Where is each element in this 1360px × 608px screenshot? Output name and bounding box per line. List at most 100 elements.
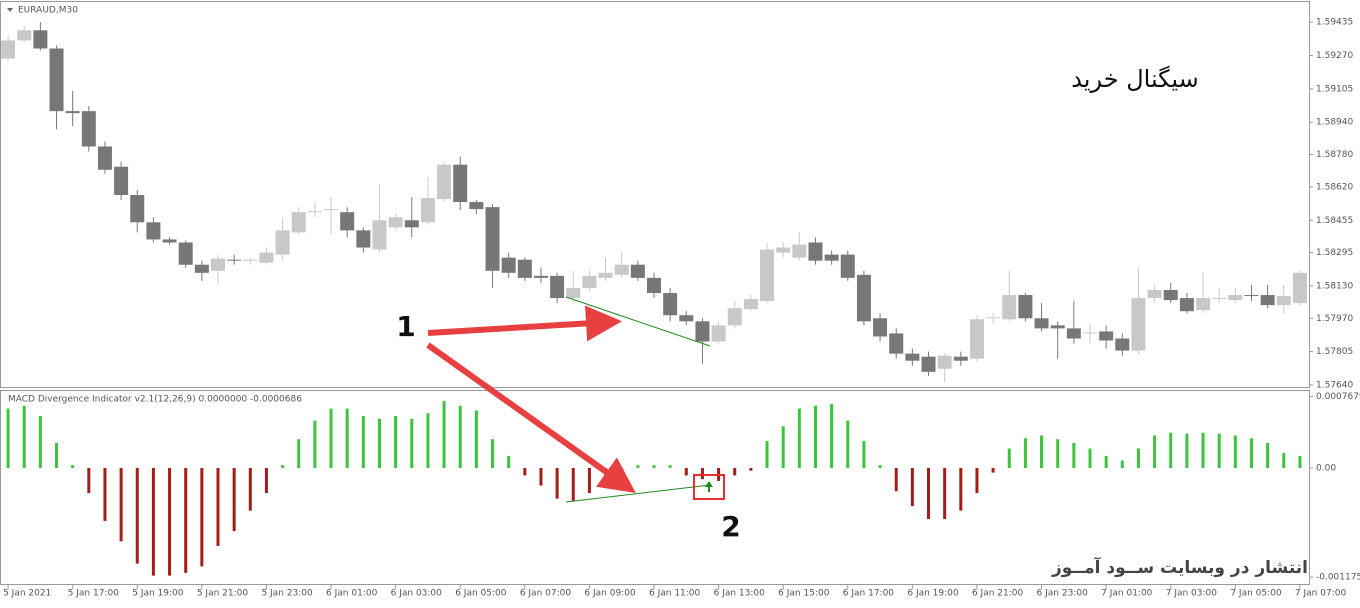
macd-bar bbox=[620, 467, 624, 480]
candle-body bbox=[307, 211, 322, 213]
candle-body bbox=[485, 207, 500, 271]
macd-bar bbox=[910, 467, 914, 507]
macd-bar bbox=[1023, 438, 1027, 468]
candle-body bbox=[969, 319, 984, 359]
candle-body bbox=[1131, 298, 1146, 351]
indicator-title: MACD Divergence Indicator v2.1(12,26,9) … bbox=[8, 395, 302, 405]
candle-body bbox=[889, 333, 904, 354]
x-tick-label: 7 Jan 01:00 bbox=[1101, 589, 1153, 599]
candle-body bbox=[824, 254, 839, 261]
collapse-icon bbox=[7, 8, 13, 12]
candle-body bbox=[808, 242, 823, 261]
x-tick-label: 6 Jan 13:00 bbox=[714, 589, 766, 599]
candle-body bbox=[1147, 289, 1162, 299]
macd-bar bbox=[1233, 435, 1237, 468]
candle-body bbox=[259, 252, 274, 263]
candle-body bbox=[598, 272, 613, 278]
candle-body bbox=[1034, 318, 1049, 329]
x-tick-label: 6 Jan 17:00 bbox=[843, 589, 895, 599]
arrow-2 bbox=[426, 342, 636, 493]
candle-body bbox=[291, 212, 306, 233]
watermark: انتشار در وبسایت ســود آمــوز bbox=[1051, 556, 1308, 578]
candle-body bbox=[194, 264, 209, 273]
macd-bar bbox=[1169, 432, 1173, 468]
macd-bar bbox=[232, 467, 236, 532]
macd-bar bbox=[878, 465, 882, 468]
macd-bar bbox=[377, 418, 381, 468]
macd-bar bbox=[507, 455, 511, 468]
macd-divergence-line bbox=[565, 484, 711, 503]
x-tick-label: 5 Jan 23:00 bbox=[261, 589, 313, 599]
candle-body bbox=[582, 275, 597, 288]
candle-body bbox=[1276, 296, 1291, 306]
candle-body bbox=[1212, 298, 1227, 300]
candle-body bbox=[49, 48, 64, 112]
macd-bar bbox=[345, 408, 349, 468]
macd-bar bbox=[813, 405, 817, 468]
candle-body bbox=[647, 277, 661, 294]
candle-body bbox=[1292, 272, 1307, 304]
candle-body bbox=[953, 356, 968, 361]
label-1: 1 bbox=[396, 310, 415, 343]
candle-body bbox=[711, 325, 726, 342]
buy-signal-label: سیگنال خرید bbox=[1071, 65, 1199, 93]
macd-bar bbox=[1040, 435, 1044, 468]
macd-bar bbox=[410, 418, 414, 468]
candle-body bbox=[227, 259, 242, 261]
y-tick-label: 1.59435 bbox=[1316, 18, 1353, 28]
x-tick-label: 6 Jan 01:00 bbox=[326, 589, 378, 599]
y-tick-label: 1.58455 bbox=[1316, 216, 1353, 226]
candle-body bbox=[614, 264, 629, 275]
macd-bar bbox=[1185, 433, 1189, 468]
candle-body bbox=[760, 249, 775, 302]
candle-body bbox=[356, 230, 371, 248]
macd-bar bbox=[733, 467, 737, 476]
x-tick-label: 7 Jan 07:00 bbox=[1295, 589, 1347, 599]
x-tick-label: 5 Jan 19:00 bbox=[132, 589, 184, 599]
candle-body bbox=[437, 164, 452, 200]
candle-body bbox=[404, 220, 419, 228]
candle-body bbox=[65, 111, 80, 114]
macd-bar bbox=[749, 467, 753, 471]
macd-bar bbox=[700, 467, 704, 480]
y-tick-label: -0.0011754 bbox=[1316, 573, 1360, 583]
macd-bar bbox=[1249, 438, 1253, 468]
macd-bar bbox=[1217, 433, 1221, 468]
x-tick-label: 6 Jan 15:00 bbox=[778, 589, 830, 599]
macd-bar bbox=[394, 415, 398, 468]
macd-bar bbox=[71, 465, 75, 468]
candle-body bbox=[873, 318, 888, 337]
x-tick-label: 5 Jan 2021 bbox=[3, 589, 51, 599]
macd-bar bbox=[830, 403, 834, 468]
macd-bar bbox=[846, 420, 850, 468]
candle-body bbox=[1244, 295, 1259, 297]
macd-bar bbox=[491, 439, 495, 468]
y-tick-label: 1.57640 bbox=[1316, 380, 1353, 390]
candle-body bbox=[243, 259, 258, 261]
x-tick-label: 5 Jan 21:00 bbox=[197, 589, 249, 599]
chart-title: EURAUD,M30 bbox=[18, 6, 78, 16]
candle-body bbox=[501, 257, 516, 273]
macd-bar bbox=[248, 467, 252, 511]
macd-bar bbox=[168, 467, 172, 576]
candle-body bbox=[81, 111, 96, 147]
macd-bar bbox=[797, 408, 801, 468]
main-panel bbox=[0, 1, 1310, 388]
candle-body bbox=[340, 212, 355, 231]
macd-bar bbox=[1104, 455, 1108, 468]
candle-body bbox=[921, 356, 936, 372]
macd-bar bbox=[200, 467, 204, 567]
macd-bar bbox=[668, 465, 672, 468]
candle-body bbox=[840, 254, 855, 278]
candle-body bbox=[1163, 289, 1178, 301]
candle-body bbox=[1, 40, 16, 59]
macd-bar bbox=[1120, 460, 1124, 468]
macd-bar bbox=[103, 467, 107, 521]
candle-body bbox=[1050, 325, 1065, 329]
y-tick-label: 1.58620 bbox=[1316, 182, 1353, 192]
arrow-1 bbox=[427, 305, 622, 342]
marks: 1.59435 1.59270 1.59105 1.58940 1.58780 1.586… bbox=[1, 18, 1360, 599]
macd-bar bbox=[281, 465, 285, 468]
macd-bar bbox=[927, 467, 931, 520]
